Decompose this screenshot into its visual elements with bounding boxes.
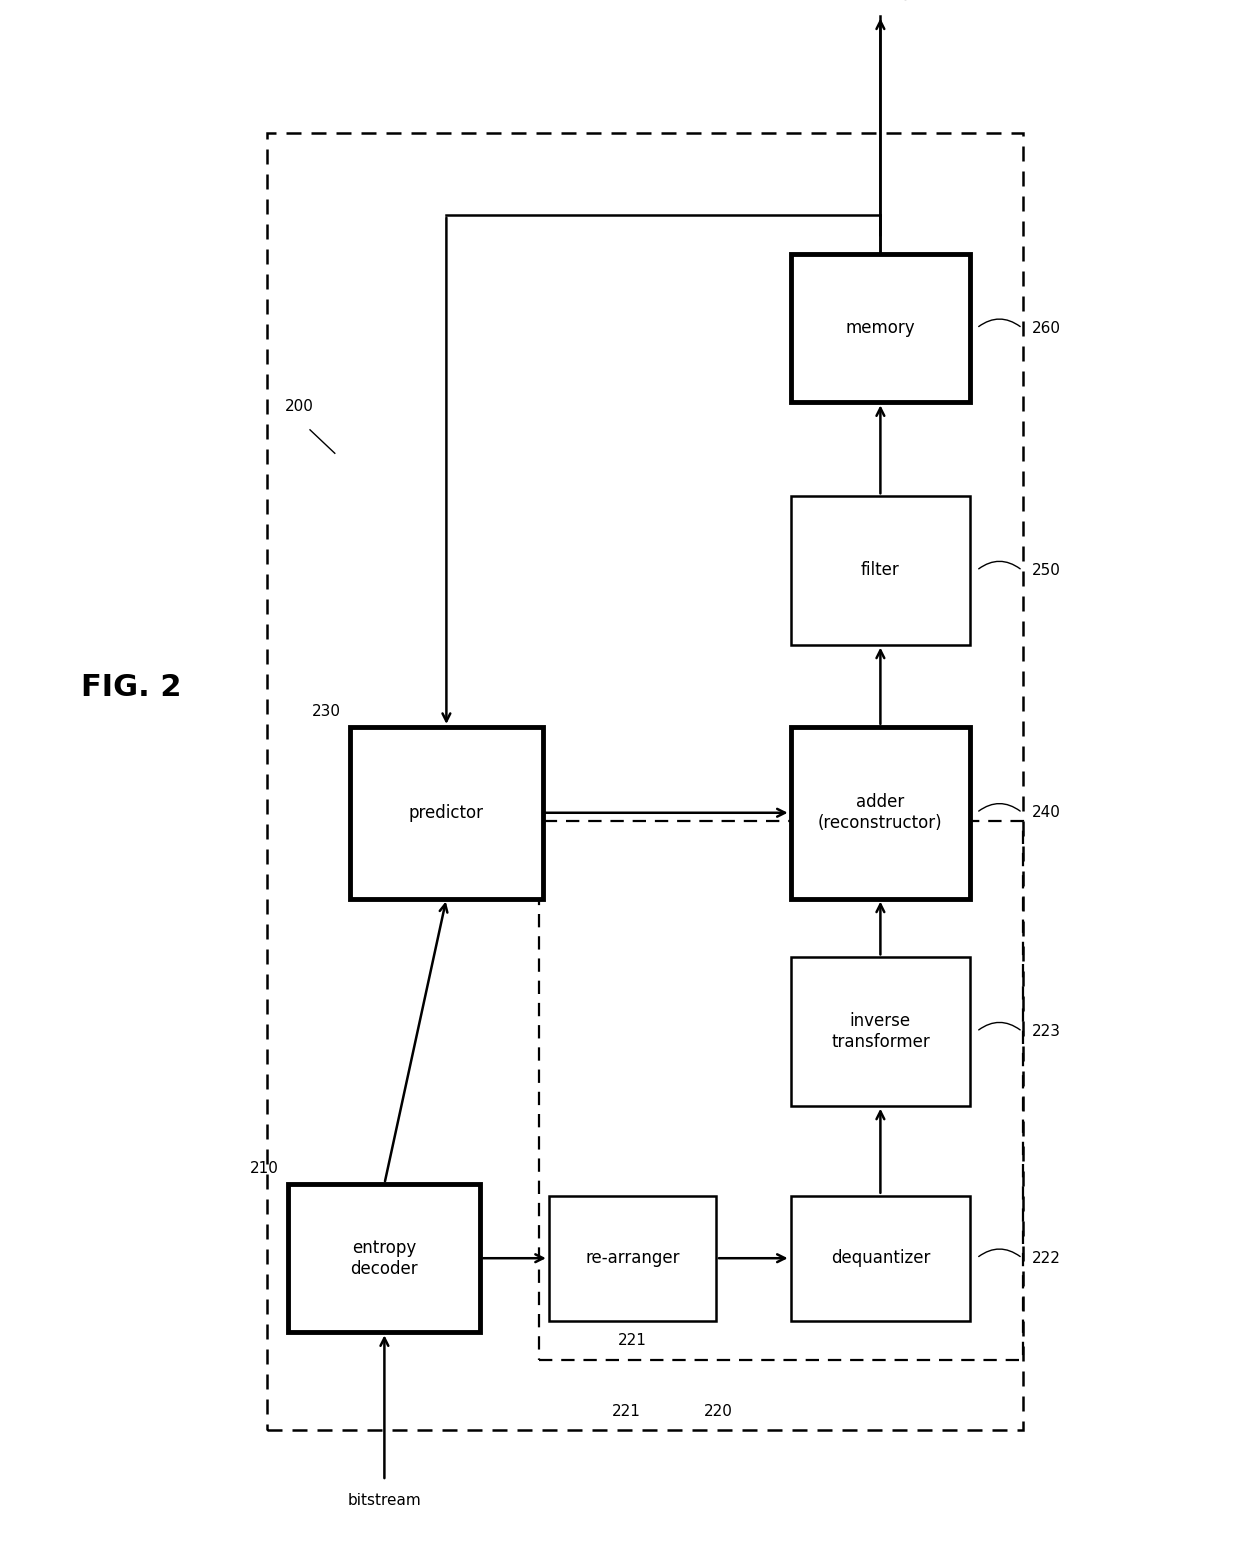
- Text: filter: filter: [861, 561, 900, 580]
- Text: re-arranger: re-arranger: [585, 1249, 680, 1268]
- Text: 230: 230: [311, 703, 340, 719]
- Text: 221: 221: [618, 1333, 647, 1349]
- Text: dequantizer: dequantizer: [831, 1249, 930, 1268]
- FancyBboxPatch shape: [791, 957, 970, 1107]
- Text: FIG. 2: FIG. 2: [81, 674, 181, 702]
- FancyBboxPatch shape: [791, 727, 970, 899]
- Text: 250: 250: [1032, 563, 1061, 578]
- FancyBboxPatch shape: [791, 253, 970, 402]
- Text: inverse
transformer: inverse transformer: [831, 1013, 930, 1050]
- FancyBboxPatch shape: [791, 497, 970, 644]
- FancyBboxPatch shape: [350, 727, 543, 899]
- Text: memory: memory: [846, 319, 915, 338]
- Text: bitstream: bitstream: [347, 1494, 422, 1508]
- Text: 200: 200: [285, 399, 314, 414]
- Text: adder
(reconstructor): adder (reconstructor): [818, 794, 942, 832]
- Text: 220: 220: [704, 1404, 733, 1419]
- FancyBboxPatch shape: [549, 1196, 717, 1321]
- Text: predictor: predictor: [409, 803, 484, 822]
- Text: 221: 221: [613, 1404, 641, 1419]
- FancyBboxPatch shape: [791, 1196, 970, 1321]
- Text: 210: 210: [249, 1161, 278, 1175]
- Text: 240: 240: [1032, 805, 1061, 821]
- Text: 223: 223: [1032, 1024, 1061, 1039]
- Text: 260: 260: [1032, 320, 1061, 336]
- Text: entropy
decoder: entropy decoder: [351, 1239, 418, 1277]
- FancyBboxPatch shape: [288, 1185, 480, 1332]
- Text: 222: 222: [1032, 1250, 1061, 1266]
